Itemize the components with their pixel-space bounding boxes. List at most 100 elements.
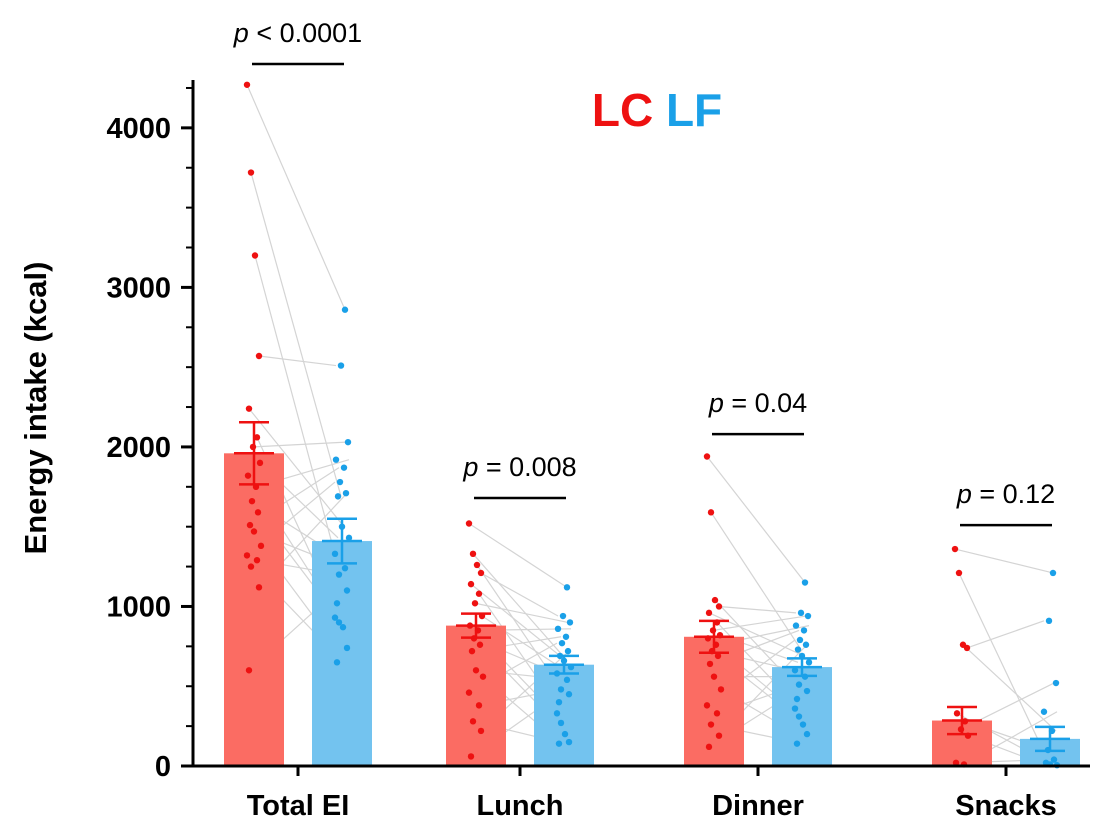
y-tick-label: 2000	[106, 432, 171, 464]
data-point	[333, 659, 341, 666]
data-point	[565, 691, 573, 698]
data-point	[334, 493, 342, 500]
data-point	[797, 609, 805, 617]
error-bar	[544, 654, 584, 675]
legend-lc: LC	[592, 84, 653, 136]
data-point	[254, 509, 262, 516]
data-point	[801, 579, 809, 586]
data-point	[253, 434, 261, 441]
data-point	[253, 557, 261, 564]
data-point	[565, 738, 573, 746]
pair-line	[252, 441, 347, 448]
data-point	[796, 636, 804, 644]
axes: 0 1000 2000 3000 4000 Total EI Lunch Dinner Snac…	[106, 80, 1090, 820]
data-point	[345, 534, 353, 542]
data-point	[705, 743, 713, 751]
error-bar	[782, 657, 822, 678]
data-point	[951, 545, 959, 553]
pair-line	[250, 172, 342, 497]
data-point	[1052, 679, 1060, 687]
data-point	[245, 405, 253, 412]
y-tick-label: 1000	[106, 591, 171, 623]
pair-line	[958, 572, 1050, 764]
pair-line	[468, 523, 568, 588]
pair-line	[258, 355, 337, 367]
data-point	[471, 600, 479, 607]
data-point	[469, 550, 477, 558]
bar-lf-lunch	[534, 664, 594, 766]
data-point	[794, 646, 802, 653]
bar-lc-lunch	[446, 625, 506, 766]
data-point	[475, 590, 483, 597]
data-point	[795, 681, 803, 688]
data-point	[710, 673, 718, 680]
data-point	[566, 619, 574, 626]
pair-line	[954, 548, 1054, 574]
data-point	[803, 687, 811, 695]
data-point	[804, 612, 812, 620]
data-point	[255, 352, 263, 360]
data-point	[1049, 569, 1057, 577]
data-point	[558, 639, 566, 647]
data-point	[343, 587, 351, 594]
data-point	[257, 542, 265, 550]
data-point	[465, 689, 473, 696]
data-point	[1050, 756, 1058, 763]
data-point	[793, 695, 801, 703]
data-point	[800, 627, 808, 634]
p-value-annotation: p = 0.008	[462, 452, 577, 500]
data-point	[803, 730, 811, 738]
p-value-label: p < 0.0001	[233, 18, 362, 48]
y-tick-label: 4000	[106, 113, 171, 145]
data-point	[705, 609, 713, 617]
data-point	[339, 624, 347, 631]
data-point	[341, 564, 349, 572]
data-point	[340, 464, 348, 471]
data-point	[795, 713, 803, 720]
data-point	[555, 740, 563, 747]
data-point	[476, 641, 484, 648]
data-point	[248, 497, 256, 505]
data-point	[553, 710, 561, 717]
error-bar	[234, 420, 274, 486]
data-point	[335, 619, 343, 626]
data-point	[557, 686, 565, 693]
data-point	[331, 614, 339, 621]
data-point	[554, 625, 562, 632]
x-category-label: Snacks	[955, 790, 1057, 820]
data-point	[555, 698, 563, 706]
data-point	[467, 580, 475, 588]
data-point	[562, 633, 570, 640]
data-point	[791, 705, 799, 712]
data-point	[342, 489, 350, 497]
data-point	[468, 647, 476, 655]
y-tick-label: 0	[155, 751, 171, 783]
y-tick-label: 3000	[106, 272, 171, 304]
error-bars	[234, 420, 1070, 753]
p-value-annotation: p < 0.0001	[233, 18, 362, 66]
data-point	[469, 718, 477, 725]
data-point	[953, 710, 961, 717]
data-point	[703, 702, 711, 709]
data-point	[243, 552, 251, 559]
data-point	[247, 169, 255, 176]
data-point	[255, 584, 263, 591]
data-point	[479, 673, 487, 680]
data-point	[714, 652, 722, 660]
y-axis-title: Energy intake (kcal)	[18, 262, 53, 555]
data-point	[707, 509, 715, 516]
data-point	[472, 667, 480, 674]
pair-line	[480, 572, 559, 617]
pair-line	[246, 84, 346, 310]
data-point	[563, 584, 571, 591]
p-value-annotation: p = 0.04	[708, 388, 807, 436]
data-point	[333, 600, 341, 607]
bar-lc-dinner	[684, 636, 744, 766]
data-point	[799, 721, 807, 728]
pair-line	[718, 605, 797, 614]
data-point	[711, 596, 719, 604]
data-point	[1040, 708, 1048, 715]
data-point	[246, 521, 254, 529]
pair-line	[470, 583, 567, 662]
